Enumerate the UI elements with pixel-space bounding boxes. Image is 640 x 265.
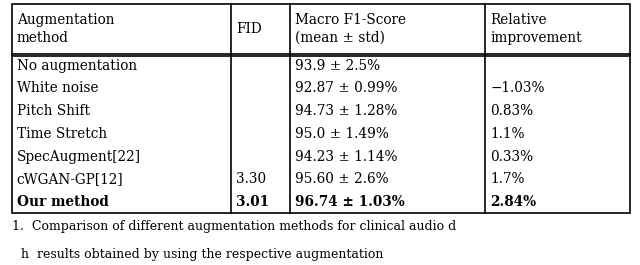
Text: 96.74 ± 1.03%: 96.74 ± 1.03% (295, 195, 405, 209)
Text: 0.33%: 0.33% (490, 149, 533, 164)
Text: −1.03%: −1.03% (490, 81, 545, 95)
Text: SpecAugment[22]: SpecAugment[22] (17, 149, 141, 164)
Text: 1.1%: 1.1% (490, 127, 525, 141)
Text: 3.30: 3.30 (236, 172, 266, 186)
Text: 1.7%: 1.7% (490, 172, 525, 186)
Text: FID: FID (236, 22, 262, 36)
Text: White noise: White noise (17, 81, 98, 95)
Text: Our method: Our method (17, 195, 109, 209)
Text: Time Stretch: Time Stretch (17, 127, 107, 141)
Bar (12, 4, 630, 213)
Text: 95.0 ± 1.49%: 95.0 ± 1.49% (295, 127, 389, 141)
Text: 94.73 ± 1.28%: 94.73 ± 1.28% (295, 104, 397, 118)
Text: No augmentation: No augmentation (17, 59, 137, 73)
Text: 94.23 ± 1.14%: 94.23 ± 1.14% (295, 149, 397, 164)
Text: 3.01: 3.01 (236, 195, 269, 209)
Text: cWGAN-GP[12]: cWGAN-GP[12] (17, 172, 124, 186)
Text: 93.9 ± 2.5%: 93.9 ± 2.5% (295, 59, 380, 73)
Text: Relative
improvement: Relative improvement (490, 14, 582, 45)
Text: Pitch Shift: Pitch Shift (17, 104, 90, 118)
Text: Macro F1-Score
(mean ± std): Macro F1-Score (mean ± std) (295, 14, 406, 45)
Text: 95.60 ± 2.6%: 95.60 ± 2.6% (295, 172, 388, 186)
Text: h  results obtained by using the respective augmentation: h results obtained by using the respecti… (21, 248, 383, 261)
Text: Augmentation
method: Augmentation method (17, 14, 114, 45)
Text: 92.87 ± 0.99%: 92.87 ± 0.99% (295, 81, 397, 95)
Text: 2.84%: 2.84% (490, 195, 536, 209)
Text: 0.83%: 0.83% (490, 104, 533, 118)
Text: 1.  Comparison of different augmentation methods for clinical audio d: 1. Comparison of different augmentation … (12, 220, 456, 233)
